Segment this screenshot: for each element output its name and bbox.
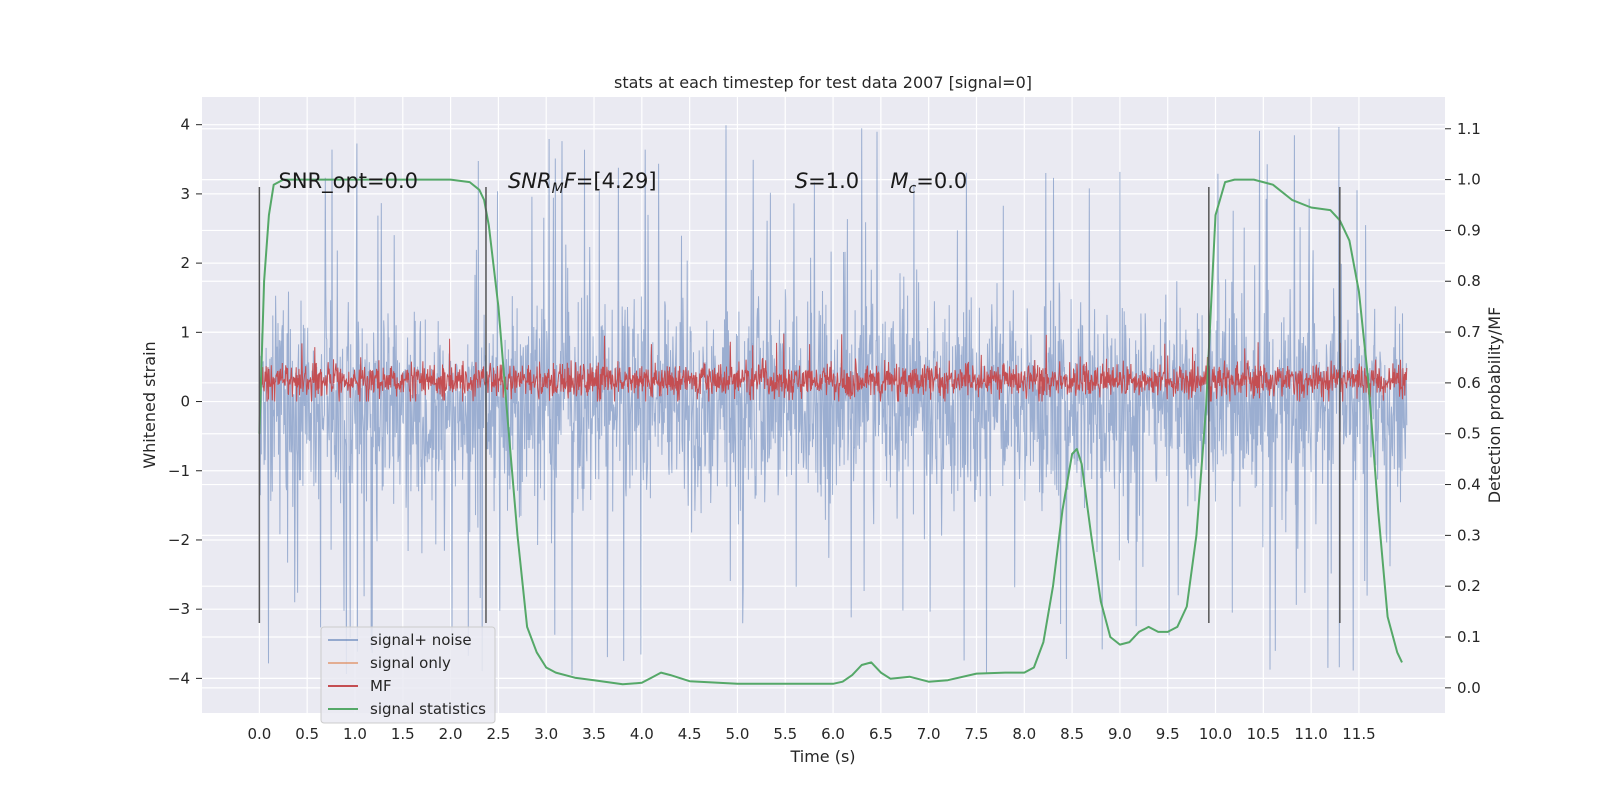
y-tick-label: 4: [180, 116, 190, 134]
annotation-3: Mc=0.0: [890, 169, 967, 197]
annotations: SNR_opt=0.0 SNRMF=[4.29] S=1.0 Mc=0.0: [278, 169, 967, 197]
y2-tick-label: 0.2: [1457, 577, 1481, 595]
x-tick-label: 4.5: [678, 725, 702, 743]
x-tick-label: 8.5: [1060, 725, 1084, 743]
y-tick-label: 2: [180, 254, 190, 272]
x-tick-label: 2.5: [486, 725, 510, 743]
legend-entry-mf: MF: [370, 677, 392, 695]
y2-tick-label: 0.5: [1457, 425, 1481, 443]
legend-entry-signal-statistics: signal statistics: [370, 700, 486, 718]
x-tick-label: 10.0: [1199, 725, 1232, 743]
x-tick-label: 9.5: [1156, 725, 1180, 743]
x-tick-label: 3.5: [582, 725, 606, 743]
x-tick-label: 11.5: [1342, 725, 1375, 743]
x-tick-label: 1.5: [391, 725, 415, 743]
y2-tick-label: 0.7: [1457, 323, 1481, 341]
x-tick-label: 2.0: [439, 725, 463, 743]
y-tick-label: −3: [168, 600, 190, 618]
x-tick-label: 5.5: [773, 725, 797, 743]
y2-tick-label: 0.3: [1457, 526, 1481, 544]
y2-tick-label: 0.4: [1457, 476, 1481, 494]
y-tick-label: −4: [168, 669, 190, 687]
legend-entry-signal-noise: signal+ noise: [370, 631, 472, 649]
series-mf: [258, 333, 1408, 402]
y2-tick-label: 0.6: [1457, 374, 1481, 392]
annotation-2: S=1.0: [795, 169, 859, 193]
x-tick-label: 4.0: [630, 725, 654, 743]
x-tick-label: 1.0: [343, 725, 367, 743]
x-tick-label: 5.0: [726, 725, 750, 743]
x-tick-label: 7.5: [965, 725, 989, 743]
y2-axis-label: Detection probability/MF: [1485, 307, 1504, 504]
y-tick-label: −1: [168, 462, 190, 480]
chart-title: stats at each timestep for test data 200…: [614, 73, 1032, 92]
y2-tick-label: 0.9: [1457, 221, 1481, 239]
y2-tick-label: 1.1: [1457, 120, 1481, 138]
x-tick-label: 3.0: [534, 725, 558, 743]
x-axis-label: Time (s): [789, 747, 855, 766]
y-tick-label: 1: [180, 323, 190, 341]
y-tick-label: −2: [168, 531, 190, 549]
x-tick-label: 6.0: [821, 725, 845, 743]
y2-tick-label: 0.8: [1457, 272, 1481, 290]
y-axis-label: Whitened strain: [140, 341, 159, 468]
x-tick-label: 11.0: [1294, 725, 1327, 743]
y2-tick-label: 0.0: [1457, 679, 1481, 697]
x-tick-label: 0.5: [295, 725, 319, 743]
legend: signal+ noise signal only MF signal stat…: [320, 626, 496, 724]
series-signal-statistics: [258, 178, 1403, 686]
y2-tick-label: 1.0: [1457, 171, 1481, 189]
y-tick-label: 0: [180, 393, 190, 411]
ticks: 0.0 0.5 1.0 1.5 2.0 2.5 3.0 3.5 4.0 4.5 5.0 5.5 6.0 6…: [168, 116, 1481, 743]
x-tick-label: 10.5: [1247, 725, 1280, 743]
data-layer: [258, 125, 1408, 686]
x-tick-label: 8.0: [1012, 725, 1036, 743]
series-signal-noise: [258, 125, 1408, 675]
y-tick-label: 3: [180, 185, 190, 203]
annotation-0: SNR_opt=0.0: [278, 169, 418, 194]
x-tick-label: 9.0: [1108, 725, 1132, 743]
x-tick-label: 7.0: [917, 725, 941, 743]
legend-entry-signal-only: signal only: [370, 654, 451, 672]
vertical-lines: [258, 186, 1341, 624]
legend-box: [320, 626, 496, 724]
x-tick-label: 0.0: [247, 725, 271, 743]
annotation-1: SNRMF=[4.29]: [508, 169, 657, 197]
x-tick-label: 6.5: [869, 725, 893, 743]
y2-tick-label: 0.1: [1457, 628, 1481, 646]
